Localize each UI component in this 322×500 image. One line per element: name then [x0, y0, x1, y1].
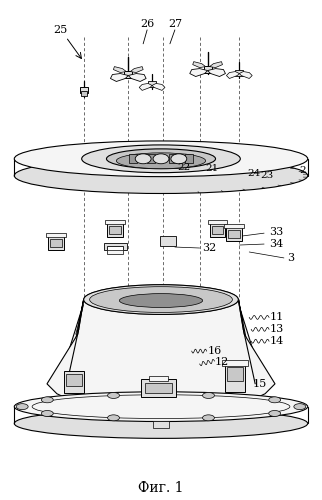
Ellipse shape: [203, 392, 214, 398]
Polygon shape: [128, 74, 146, 82]
Text: 25: 25: [53, 25, 67, 35]
Ellipse shape: [14, 158, 308, 194]
Text: 24: 24: [247, 169, 260, 178]
Ellipse shape: [14, 392, 308, 422]
Text: 27: 27: [168, 19, 182, 29]
Polygon shape: [130, 66, 143, 72]
Bar: [204, 66, 212, 72]
Bar: [48, 236, 64, 250]
Bar: [235, 70, 243, 75]
Bar: [108, 250, 123, 254]
Bar: [212, 226, 223, 234]
Bar: [50, 239, 62, 247]
Ellipse shape: [108, 392, 119, 398]
Ellipse shape: [153, 154, 169, 164]
Bar: [81, 92, 87, 96]
Bar: [227, 367, 243, 381]
Bar: [145, 383, 172, 393]
Polygon shape: [110, 74, 128, 82]
Ellipse shape: [116, 153, 206, 168]
Ellipse shape: [41, 397, 53, 403]
Bar: [208, 220, 227, 224]
Ellipse shape: [107, 149, 215, 169]
Bar: [169, 154, 177, 163]
Polygon shape: [103, 243, 127, 250]
Ellipse shape: [171, 154, 187, 164]
Ellipse shape: [90, 286, 232, 312]
Ellipse shape: [108, 415, 119, 421]
Text: 32: 32: [202, 243, 216, 253]
Bar: [106, 220, 125, 224]
Bar: [80, 88, 88, 94]
Polygon shape: [208, 68, 225, 76]
Text: 12: 12: [214, 357, 229, 367]
Bar: [149, 376, 168, 381]
Text: 16: 16: [208, 346, 222, 356]
Bar: [185, 154, 193, 163]
Text: 26: 26: [140, 19, 155, 29]
Bar: [153, 420, 169, 428]
Bar: [210, 223, 225, 237]
Polygon shape: [193, 62, 206, 68]
Bar: [224, 224, 244, 228]
Ellipse shape: [269, 410, 281, 416]
Bar: [148, 82, 156, 87]
Bar: [66, 374, 82, 386]
Text: 3: 3: [287, 253, 294, 263]
Polygon shape: [239, 72, 252, 78]
Bar: [223, 360, 248, 366]
Bar: [64, 371, 84, 393]
Polygon shape: [47, 300, 275, 404]
Bar: [46, 233, 66, 237]
Text: 11: 11: [270, 312, 284, 322]
Text: 14: 14: [270, 336, 284, 346]
Bar: [108, 223, 123, 237]
Bar: [226, 227, 242, 241]
Polygon shape: [238, 300, 265, 389]
Ellipse shape: [294, 404, 306, 409]
Polygon shape: [190, 68, 208, 76]
Ellipse shape: [90, 286, 232, 312]
Text: 22: 22: [177, 163, 191, 172]
Ellipse shape: [269, 397, 281, 403]
Polygon shape: [152, 84, 165, 90]
Bar: [124, 70, 132, 78]
Ellipse shape: [82, 145, 240, 172]
Text: 33: 33: [269, 227, 283, 237]
Polygon shape: [57, 300, 84, 389]
Ellipse shape: [119, 294, 203, 308]
Bar: [225, 364, 245, 392]
Polygon shape: [210, 62, 223, 68]
Ellipse shape: [16, 404, 28, 409]
Bar: [228, 230, 240, 238]
Polygon shape: [113, 66, 126, 72]
Bar: [141, 379, 176, 396]
Ellipse shape: [203, 415, 214, 421]
Bar: [129, 154, 137, 163]
Bar: [147, 154, 155, 163]
Polygon shape: [226, 72, 239, 78]
Text: Фиг. 1: Фиг. 1: [138, 481, 184, 495]
Bar: [160, 236, 176, 246]
Ellipse shape: [14, 408, 308, 438]
Ellipse shape: [119, 294, 203, 308]
Text: 23: 23: [260, 171, 273, 180]
Text: 13: 13: [270, 324, 284, 334]
Ellipse shape: [14, 141, 308, 176]
Ellipse shape: [41, 410, 53, 416]
Text: 34: 34: [269, 239, 283, 249]
Text: 21: 21: [206, 164, 219, 173]
Text: 2: 2: [300, 166, 307, 175]
Bar: [109, 226, 121, 234]
Polygon shape: [139, 84, 152, 90]
Text: 15: 15: [252, 379, 267, 389]
Ellipse shape: [84, 284, 238, 314]
Ellipse shape: [135, 154, 151, 164]
